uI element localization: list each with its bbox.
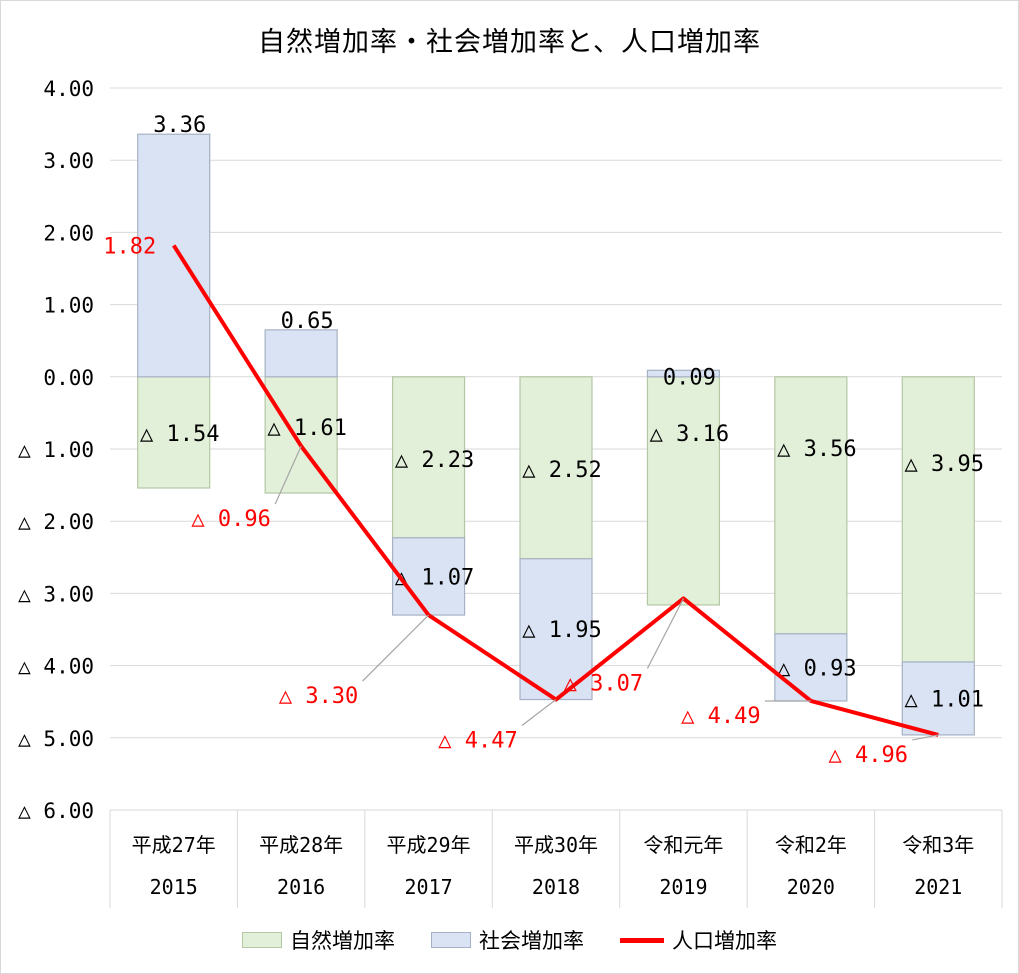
x-category-era-label: 令和2年 bbox=[775, 833, 847, 857]
data-label-natural: △ 1.61 bbox=[267, 416, 346, 441]
y-tick-label: 4.00 bbox=[43, 77, 94, 101]
legend-label-social: 社会増加率 bbox=[479, 929, 584, 953]
legend-swatch-natural bbox=[242, 932, 282, 948]
x-category-year-label: 2021 bbox=[914, 875, 962, 899]
bar-social-increase bbox=[901, 661, 975, 736]
y-tick-label: △ 4.00 bbox=[18, 655, 94, 679]
leader-line bbox=[521, 699, 557, 727]
data-label-natural: △ 2.52 bbox=[522, 458, 601, 483]
legend-item-population: 人口増加率 bbox=[620, 925, 777, 955]
bar-natural-increase bbox=[137, 376, 211, 489]
data-label-social: △ 0.93 bbox=[777, 656, 856, 681]
x-category-year-label: 2018 bbox=[532, 875, 580, 899]
bar-social-increase bbox=[137, 133, 211, 378]
x-category-era-label: 平成29年 bbox=[387, 833, 471, 857]
x-category-era-label: 平成28年 bbox=[259, 833, 343, 857]
x-category-year-label: 2016 bbox=[277, 875, 325, 899]
leader-line bbox=[912, 734, 939, 741]
data-label-natural: △ 2.23 bbox=[395, 448, 474, 473]
data-label-social: △ 1.01 bbox=[905, 687, 984, 712]
bar-natural-increase bbox=[774, 376, 848, 635]
data-label-population: △ 0.96 bbox=[191, 507, 270, 532]
data-label-population: 1.82 bbox=[103, 234, 156, 259]
legend-swatch-population bbox=[620, 937, 664, 943]
data-label-natural: △ 1.54 bbox=[140, 422, 219, 447]
bar-social-increase bbox=[774, 633, 848, 702]
y-tick-label: △ 6.00 bbox=[18, 799, 94, 823]
x-category-year-label: 2020 bbox=[787, 875, 835, 899]
data-label-population: △ 4.96 bbox=[829, 743, 908, 768]
data-label-population: △ 3.07 bbox=[564, 671, 643, 696]
y-tick-label: 2.00 bbox=[43, 221, 94, 245]
data-label-natural: △ 3.56 bbox=[777, 437, 856, 462]
leader-line bbox=[274, 445, 302, 505]
data-label-population: △ 4.47 bbox=[438, 729, 517, 754]
data-label-social: 0.65 bbox=[281, 309, 334, 334]
x-category-year-label: 2017 bbox=[404, 875, 452, 899]
bar-natural-increase bbox=[519, 376, 593, 560]
x-category-era-label: 令和元年 bbox=[643, 833, 723, 857]
y-tick-label: △ 2.00 bbox=[18, 510, 94, 534]
x-category-era-label: 平成30年 bbox=[514, 833, 598, 857]
bar-natural-increase bbox=[901, 376, 975, 663]
bar-natural-increase bbox=[646, 376, 721, 606]
legend-item-natural: 自然増加率 bbox=[242, 925, 395, 955]
x-category-year-label: 2019 bbox=[659, 875, 707, 899]
x-category-era-label: 平成27年 bbox=[132, 833, 216, 857]
data-label-social: 0.09 bbox=[663, 365, 716, 390]
bar-social-increase bbox=[391, 537, 466, 616]
x-category-year-label: 2015 bbox=[150, 875, 198, 899]
data-label-natural: △ 3.95 bbox=[905, 452, 984, 477]
x-category-era-label: 令和3年 bbox=[902, 833, 974, 857]
data-label-social: 3.36 bbox=[153, 113, 206, 138]
legend-label-natural: 自然増加率 bbox=[290, 929, 395, 953]
data-label-natural: △ 3.16 bbox=[650, 422, 729, 447]
y-tick-label: 3.00 bbox=[43, 149, 94, 173]
chart-title: 自然増加率・社会増加率と、人口増加率 bbox=[258, 27, 761, 58]
bar-natural-increase bbox=[391, 376, 466, 539]
data-label-population: △ 3.30 bbox=[279, 684, 358, 709]
legend-label-population: 人口増加率 bbox=[672, 929, 777, 953]
y-tick-label: △ 5.00 bbox=[18, 727, 94, 751]
y-tick-label: 0.00 bbox=[43, 366, 94, 390]
leader-line bbox=[362, 614, 429, 682]
bar-social-increase bbox=[646, 369, 721, 378]
leader-line bbox=[646, 598, 684, 669]
data-label-social: △ 1.95 bbox=[522, 618, 601, 643]
y-tick-label: △ 3.00 bbox=[18, 582, 94, 606]
legend-swatch-social bbox=[431, 932, 471, 948]
bar-social-increase bbox=[264, 329, 338, 378]
legend-item-social: 社会増加率 bbox=[431, 925, 584, 955]
y-tick-label: △ 1.00 bbox=[18, 438, 94, 462]
chart-legend: 自然増加率 社会増加率 人口増加率 bbox=[0, 925, 1019, 955]
y-tick-label: 1.00 bbox=[43, 294, 94, 318]
data-label-population: △ 4.49 bbox=[681, 704, 760, 729]
bar-social-increase bbox=[519, 558, 593, 701]
